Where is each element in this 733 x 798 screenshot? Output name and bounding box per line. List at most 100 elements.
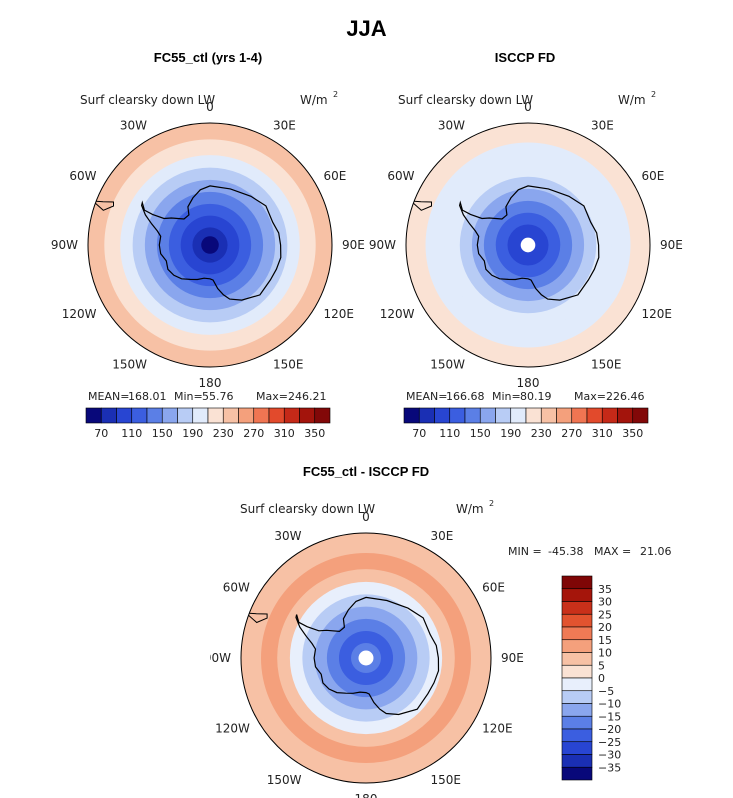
field-contour-band (201, 236, 219, 254)
colorbar-swatch (253, 407, 270, 424)
map-group (240, 532, 492, 784)
colorbar-tick-label: 190 (500, 427, 521, 440)
colorbar-swatch (131, 407, 148, 424)
missing-data-pole (520, 237, 536, 253)
stat-max-value: 21.06 (640, 545, 672, 558)
colorbar-swatch (177, 407, 194, 424)
colorbar-tick-label: 350 (622, 427, 643, 440)
colorbar-tick-label: −35 (598, 761, 621, 774)
colorbar-swatch (561, 613, 593, 628)
colorbar-tick-label: 150 (470, 427, 491, 440)
longitude-label: 90E (342, 238, 365, 252)
colorbar-swatch (418, 407, 435, 424)
longitude-label: 30E (591, 118, 614, 132)
colorbar-swatch (495, 407, 512, 424)
longitude-label: 60W (223, 581, 250, 595)
map-boundary-circle (87, 122, 333, 368)
colorbar-swatch (146, 407, 163, 424)
longitude-label: 180 (199, 376, 222, 390)
south-america-coastline (248, 612, 268, 624)
longitude-label: 150W (267, 773, 302, 787)
colorbar-swatch (561, 626, 593, 641)
colorbar-tick-label: −10 (598, 698, 621, 711)
colorbar-swatch (561, 766, 593, 781)
longitude-label: 60E (324, 169, 347, 183)
longitude-label: 180 (517, 376, 540, 390)
figure-title: JJA (346, 16, 387, 41)
colorbar-tick-label: 310 (274, 427, 295, 440)
stat-max-label: Max= (256, 390, 288, 403)
colorbar-tick-label: 15 (598, 634, 612, 647)
units-label: W/m (300, 93, 328, 107)
colorbar-swatch (561, 728, 593, 743)
colorbar-tick-label: −25 (598, 736, 621, 749)
colorbar-swatch (561, 741, 593, 755)
panel-title-diff: FC55_ctl - ISCCP FD (302, 464, 430, 479)
stat-min-value: -45.38 (548, 545, 583, 558)
stat-min-value: 80.19 (520, 390, 552, 403)
antarctica-coastline (140, 185, 282, 301)
south-america-coastline (413, 200, 432, 211)
colorbar-tick-label: 310 (592, 427, 613, 440)
colorbar-swatch (449, 407, 466, 424)
map-group (405, 122, 651, 368)
colorbar-swatch (561, 703, 593, 717)
colorbar-swatch (314, 407, 331, 424)
map-boundary-circle (405, 122, 651, 368)
panel-title-obs: ISCCP FD (494, 50, 556, 65)
colorbar-swatch (268, 407, 285, 424)
stat-max-value: 226.46 (606, 390, 645, 403)
colorbar-swatch (561, 677, 593, 692)
colorbar-swatch (434, 407, 451, 424)
colorbar-swatch (561, 639, 593, 653)
colorbar-tick-label: 70 (412, 427, 426, 440)
colorbar-tick-label: 230 (531, 427, 552, 440)
colorbar-swatch (222, 407, 239, 424)
colorbar-tick-label: 190 (182, 427, 203, 440)
stat-max-label: MAX = (594, 545, 631, 558)
colorbar-swatch (192, 407, 209, 424)
longitude-label: 150W (430, 358, 465, 372)
colorbar-tick-label: 70 (94, 427, 108, 440)
colorbar-swatch (479, 407, 496, 424)
colorbar-swatch (632, 407, 649, 424)
colorbar-swatch (586, 407, 603, 424)
longitude-label: 30W (120, 118, 147, 132)
stat-min-label: Min= (174, 390, 203, 403)
south-america-coastline (95, 200, 114, 211)
colorbar-tick-label: 110 (121, 427, 142, 440)
colorbar-swatch (299, 407, 316, 424)
longitude-label: 120W (380, 307, 415, 321)
longitude-label: 0 (206, 100, 214, 114)
longitude-label: 90E (660, 238, 683, 252)
longitude-label: 90W (369, 238, 396, 252)
colorbar-swatch (85, 407, 102, 424)
colorbar-swatch (561, 652, 593, 666)
colorbar-swatch (561, 754, 593, 768)
colorbar-swatch (283, 407, 300, 424)
map-group (87, 122, 333, 368)
antarctica-coastline (295, 596, 440, 716)
colorbar-swatch (561, 575, 593, 590)
longitude-label: 150E (431, 773, 462, 787)
colorbar-swatch (207, 407, 224, 424)
longitude-label: 120E (324, 307, 355, 321)
panel-obs: Surf clearsky down LW W/m 2 0 30E 60E 90E 120E 1… (369, 90, 683, 440)
colorbar-swatch (161, 407, 178, 424)
stat-mean-label: MEAN= (88, 390, 129, 403)
colorbar-swatch (561, 690, 593, 704)
colorbar-tick-label: −5 (598, 685, 614, 698)
stat-max-label: Max= (574, 390, 606, 403)
colorbar-swatch (100, 407, 117, 424)
longitude-label: 30E (273, 118, 296, 132)
longitude-label: 90W (210, 651, 231, 665)
colorbar-tick-label: 270 (243, 427, 264, 440)
variable-label: Surf clearsky down LW (398, 93, 533, 107)
stat-min-label: MIN = (508, 545, 542, 558)
colorbar-swatch (561, 601, 593, 615)
longitude-label: 90E (501, 651, 524, 665)
colorbar-tick-label: 0 (598, 672, 605, 685)
longitude-label: 120W (215, 722, 250, 736)
stat-min-label: Min= (492, 390, 521, 403)
panel-title-model: FC55_ctl (yrs 1-4) (153, 50, 263, 65)
